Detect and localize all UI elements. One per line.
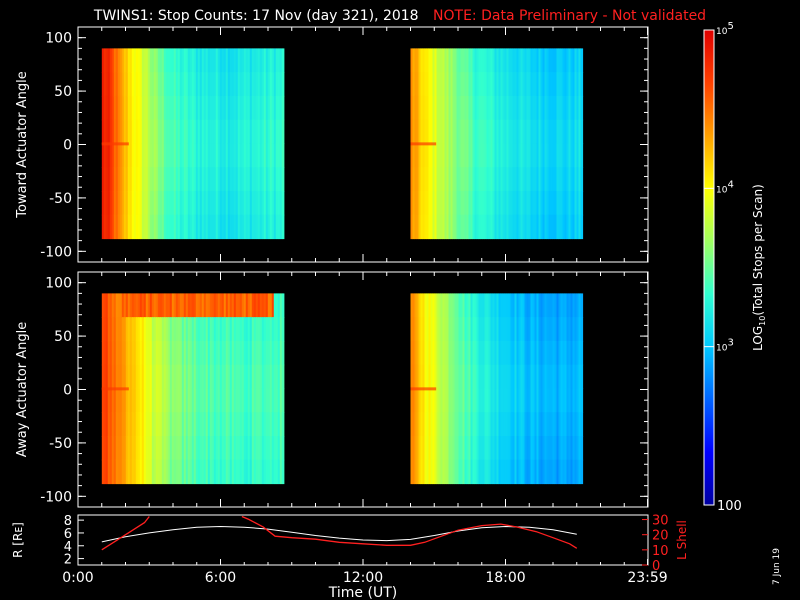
l-shell-line <box>101 515 578 551</box>
right-tick-label: 0 <box>652 559 660 574</box>
y-tick-label: 50 <box>54 84 72 100</box>
r-distance-line <box>101 525 577 543</box>
left-tick-label: 2 <box>64 553 72 568</box>
y-axis-label: Away Actuator Angle <box>15 322 30 457</box>
colorbar-tick-label: 103 <box>716 338 734 354</box>
colorbar-tick-label: 100 <box>717 499 742 514</box>
colorbar-label: LOG10(Total Stops per Scan) <box>751 184 767 351</box>
right-axis-label: L Shell <box>675 520 689 560</box>
title-main: TWINS1: Stop Counts: 17 Nov (day 321), 2… <box>93 8 419 24</box>
colorbar-tick-label: 105 <box>716 21 734 37</box>
x-tick-label: 18:00 <box>485 570 525 586</box>
toward-panel: 100 50 0 -50 -100 Toward Actuator Angle <box>15 26 649 263</box>
heatmap-segment <box>101 48 285 240</box>
heatmap-segment <box>410 293 584 485</box>
colorbar-tick-label: 104 <box>716 179 734 195</box>
y-tick-label: -50 <box>49 191 72 207</box>
y-tick-label: 0 <box>63 383 72 399</box>
x-axis-label: Time (UT) <box>328 585 397 600</box>
y-tick-label: 100 <box>45 276 72 292</box>
x-tick-label: 0:00 <box>62 570 93 586</box>
left-tick-label: 6 <box>64 527 72 542</box>
left-tick-label: 4 <box>64 540 72 555</box>
y-tick-label: -100 <box>40 489 72 505</box>
chart-title: TWINS1: Stop Counts: 17 Nov (day 321), 2… <box>0 8 800 24</box>
y-tick-label: 0 <box>63 138 72 154</box>
title-note: NOTE: Data Preliminary - Not validated <box>433 8 707 24</box>
colorbar: 100 103 104 105 LOG10(Total Stops per Scan) <box>703 21 767 514</box>
y-tick-label: -50 <box>49 436 72 452</box>
right-tick-label: 20 <box>652 529 669 544</box>
left-tick-label: 8 <box>64 514 72 529</box>
heatmap-segment <box>410 48 584 240</box>
right-tick-label: 30 <box>652 514 669 529</box>
x-tick-label: 23:59 <box>627 570 667 586</box>
x-tick-label: 12:00 <box>343 570 383 586</box>
x-tick-label: 6:00 <box>205 570 236 586</box>
y-tick-label: 50 <box>54 329 72 345</box>
y-tick-label: -100 <box>40 244 72 260</box>
away-panel: 100 50 0 -50 -100 Away Actuator Angle <box>15 271 649 508</box>
y-axis-label: Toward Actuator Angle <box>15 71 30 218</box>
right-tick-label: 10 <box>652 544 669 559</box>
colorbar-scale <box>703 29 715 506</box>
y-tick-label: 100 <box>45 31 72 47</box>
generation-date: 7 Jun 19 <box>772 548 782 585</box>
heatmap-segment <box>101 293 285 485</box>
left-axis-label: R [Rᴇ] <box>11 522 25 558</box>
